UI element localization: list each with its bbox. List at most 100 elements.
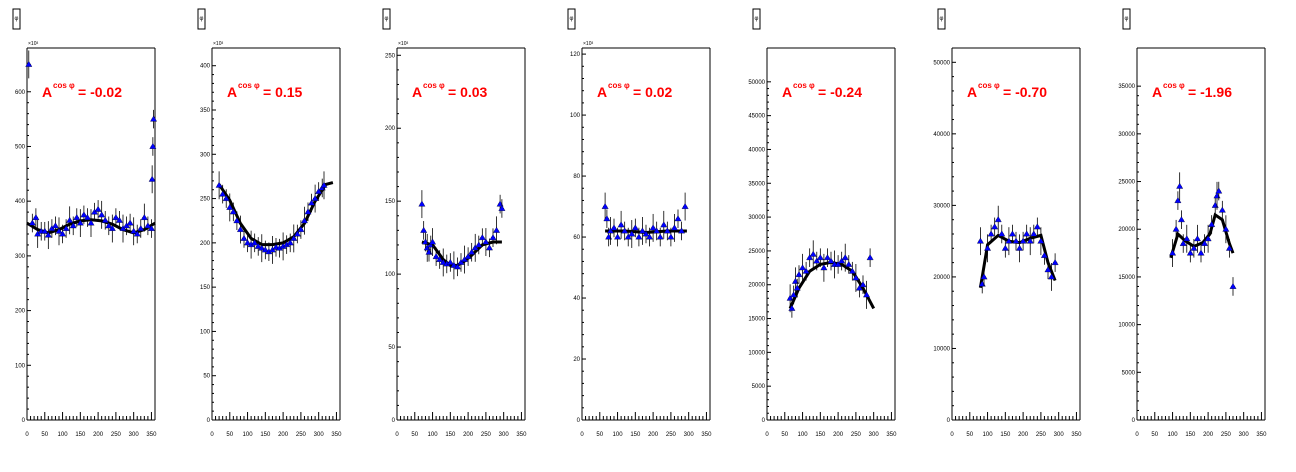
marker-triangle	[76, 219, 84, 226]
data-point	[51, 216, 59, 236]
data-point	[660, 210, 668, 239]
x-tick-label: 100	[243, 432, 254, 438]
y-tick-label: 10000	[933, 346, 950, 352]
data-point	[638, 217, 646, 245]
annotation-prefix: A	[967, 84, 977, 100]
data-point	[1001, 239, 1009, 258]
y-tick-label: 35000	[748, 181, 765, 187]
chart-title: φ	[1125, 16, 1129, 22]
marker-triangle	[628, 230, 636, 237]
data-point	[48, 219, 56, 238]
marker-triangle	[140, 214, 148, 220]
marker-triangle	[802, 267, 810, 274]
x-tick-label: 250	[851, 432, 862, 438]
x-tick-label: 0	[25, 432, 29, 438]
data-point	[461, 245, 469, 274]
x-tick-label: 100	[428, 432, 439, 438]
marker-triangle	[813, 257, 821, 264]
x-tick-label: 100	[58, 432, 69, 438]
data-point	[1193, 224, 1201, 253]
marker-triangle	[1190, 244, 1198, 251]
y-tick-label: 100	[385, 272, 396, 278]
data-point	[41, 221, 49, 241]
y-tick-label: 10000	[748, 350, 765, 356]
y-tick-label: 35000	[1118, 84, 1135, 90]
marker-triangle	[290, 234, 298, 241]
y-tick-label: 120	[570, 52, 581, 58]
x-tick-label: 150	[1185, 432, 1196, 438]
data-point	[286, 233, 294, 253]
marker-triangle	[126, 219, 134, 226]
marker-triangle	[25, 60, 33, 67]
data-point	[1037, 227, 1045, 256]
title-frame	[1122, 8, 1131, 30]
marker-triangle	[105, 222, 113, 229]
data-point	[603, 209, 611, 229]
data-point	[144, 216, 152, 236]
data-point	[788, 299, 796, 318]
marker-triangle	[59, 230, 67, 237]
marker-triangle	[838, 257, 846, 264]
chart-svg-5: φ 0 5000 10000 15000 20000 25000 30000 35000 4000…	[748, 8, 897, 438]
data-point	[1222, 215, 1230, 244]
annotation-value: = -1.96	[1188, 84, 1232, 100]
annotation-superscript: cos φ	[1163, 81, 1185, 90]
marker-triangle	[1186, 249, 1194, 256]
title-frame	[937, 8, 946, 30]
marker-triangle	[80, 211, 88, 218]
marker-triangle	[55, 227, 63, 234]
data-point	[450, 251, 458, 280]
data-point	[1176, 172, 1184, 201]
data-point	[76, 209, 84, 238]
data-point	[229, 202, 237, 222]
data-point	[1211, 196, 1219, 215]
data-point	[25, 50, 33, 79]
x-tick-label: 150	[445, 432, 456, 438]
marker-triangle	[653, 227, 661, 234]
marker-triangle	[614, 233, 622, 240]
marker-triangle	[432, 253, 440, 260]
marker-triangle	[976, 237, 984, 244]
y-tick-label: 0	[1132, 418, 1136, 424]
marker-triangle	[1051, 259, 1059, 266]
annotation-value: = -0.02	[78, 84, 122, 100]
data-point	[848, 261, 856, 281]
x-tick-label: 350	[701, 432, 712, 438]
data-point	[799, 253, 807, 282]
x-tick-label: 150	[815, 432, 826, 438]
marker-triangle	[660, 221, 668, 228]
data-point	[1005, 227, 1013, 256]
y-tick-label: 20000	[1118, 227, 1135, 233]
annotation-prefix: A	[782, 84, 792, 100]
x-tick-label: 300	[314, 432, 325, 438]
data-point	[834, 255, 842, 274]
marker-triangle	[112, 214, 120, 220]
marker-triangle	[1016, 244, 1024, 251]
chart-title: φ	[15, 16, 19, 22]
chart-title: φ	[940, 16, 944, 22]
y-tick-label: 600	[15, 90, 26, 96]
marker-triangle	[130, 227, 138, 234]
marker-triangle	[681, 203, 689, 209]
data-point	[624, 227, 632, 247]
annotation-superscript: cos φ	[793, 81, 815, 90]
data-point	[485, 238, 493, 258]
y-tick-label: 30000	[933, 203, 950, 209]
data-point	[1183, 224, 1191, 253]
data-point	[101, 211, 109, 230]
y-tick-label: 200	[385, 126, 396, 132]
marker-triangle	[496, 200, 504, 207]
annotation-value: = -0.24	[818, 84, 862, 100]
marker-triangle	[809, 250, 817, 257]
data-point	[1016, 234, 1024, 263]
marker-triangle	[94, 205, 102, 212]
data-point	[984, 234, 992, 263]
chart-svg-4: φ 0 20 40 60 80 100 120×10³ 0 50 100 150 200 250 300 35…	[567, 8, 712, 438]
x-tick-label: 300	[1239, 432, 1250, 438]
marker-triangle	[73, 214, 81, 220]
data-point	[489, 228, 497, 247]
y-tick-label: 350	[200, 108, 211, 114]
